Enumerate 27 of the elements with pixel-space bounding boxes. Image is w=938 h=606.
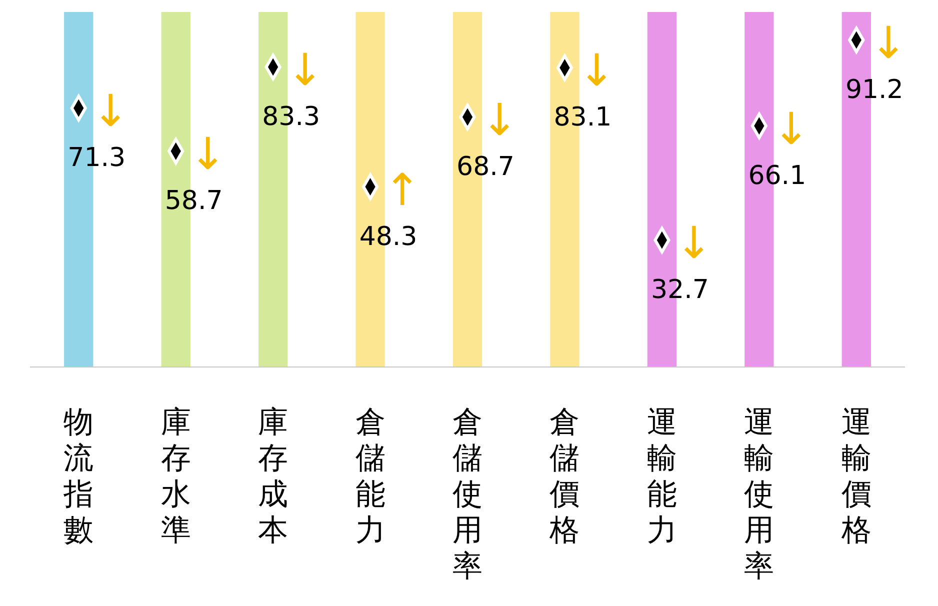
annotation: ↓ [772,104,810,155]
annotation: ↓ [870,18,907,69]
annotation: ↓ [481,94,518,146]
x-tick-label: 倉儲能力 [355,405,386,548]
annotation: ↓ [286,45,324,96]
data-label: 83.3 [262,102,320,132]
data-label: 91.2 [845,75,904,105]
x-tick-label: 運輸價格 [840,405,872,548]
annotation: ↓ [189,129,226,180]
data-label: 71.3 [68,143,126,174]
data-label: 48.3 [359,222,418,252]
data-label: 83.1 [554,102,612,133]
data-label: 66.1 [748,160,806,191]
data-label: 32.7 [651,275,709,306]
x-tick-label: 庫存水準 [160,405,191,548]
x-tick-label: 庫存成本 [258,405,288,548]
annotation: ↑ [384,164,421,216]
annotation: ↓ [92,86,130,138]
annotation: ↓ [676,218,712,270]
x-tick-label: 運輸使用率 [744,405,774,584]
data-label: 68.7 [456,152,514,182]
x-tick-label: 物流指數 [62,405,94,548]
x-tick-label: 倉儲使用率 [452,405,482,584]
x-tick-label: 倉儲價格 [548,405,580,548]
data-label: 58.7 [164,186,223,216]
x-tick-label: 運輸能力 [646,405,677,548]
annotation: ↓ [578,46,616,97]
